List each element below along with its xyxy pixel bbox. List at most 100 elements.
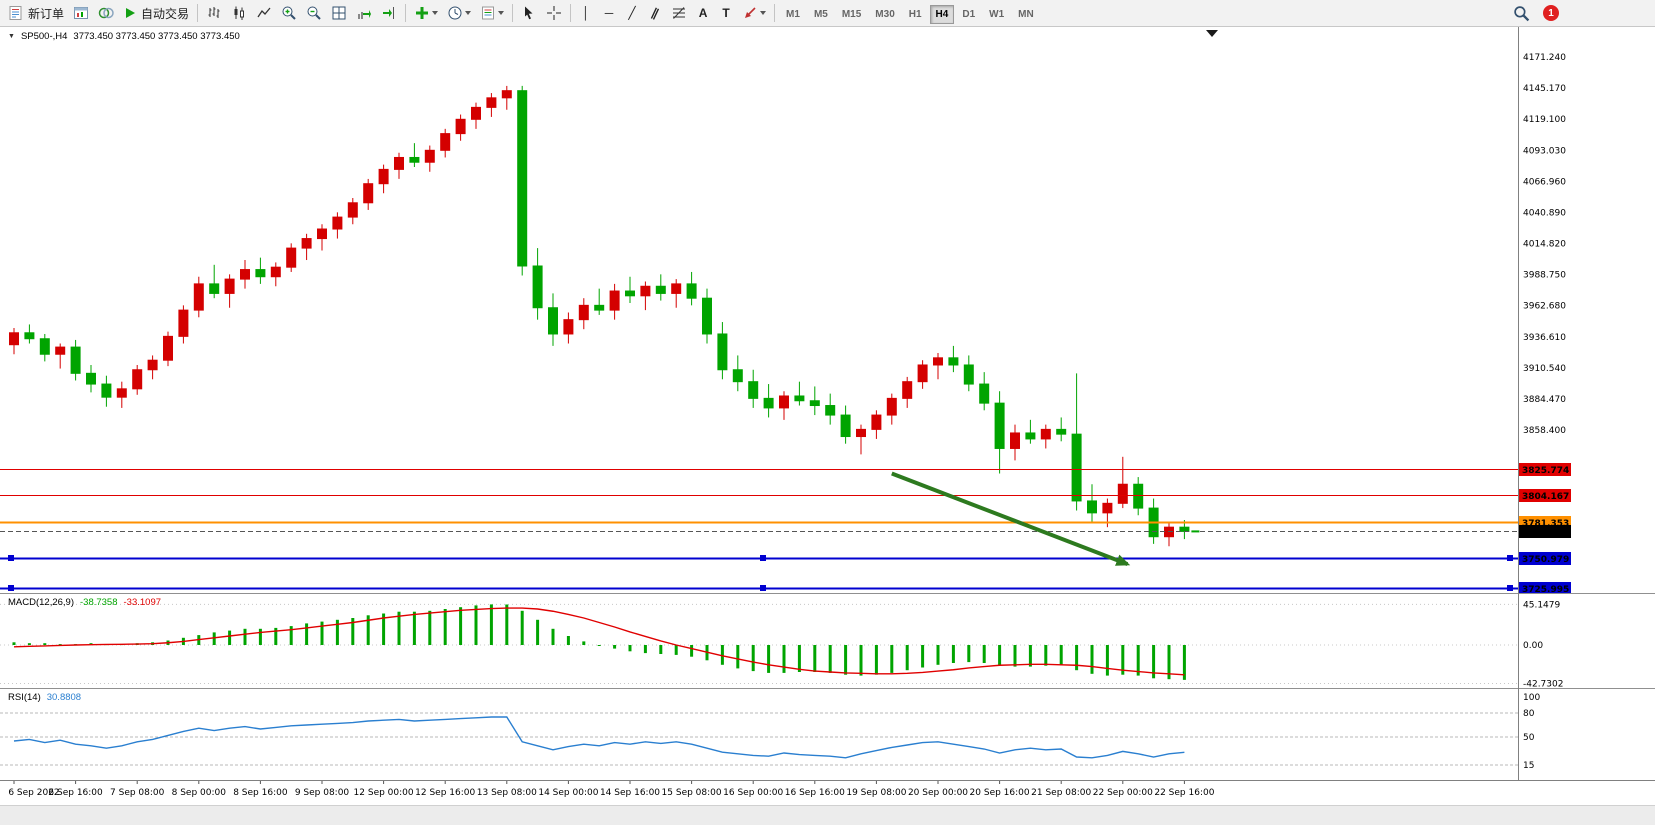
svg-text:3988.750: 3988.750 <box>1523 271 1566 281</box>
label-tool-button[interactable]: T <box>715 2 737 24</box>
svg-text:3781.353: 3781.353 <box>1522 519 1569 529</box>
timeframe-mn-button[interactable]: MN <box>1018 9 1034 20</box>
text-tool-icon: A <box>698 6 708 20</box>
cursor-button[interactable] <box>517 2 541 24</box>
macd-indicator-header: MACD(12,26,9) -38.7358 -33.1097 <box>8 597 161 608</box>
periods-clock-icon <box>448 6 462 20</box>
toolbar-separator <box>197 4 199 22</box>
cursor-icon <box>525 6 533 20</box>
svg-text:16 Sep 00:00: 16 Sep 00:00 <box>723 788 783 798</box>
main-price-chart[interactable]: 4171.240 4145.170 4119.100 4093.030 4066.960… <box>0 27 1655 593</box>
svg-text:45.1479: 45.1479 <box>1523 600 1560 610</box>
arrows-tool-button[interactable] <box>738 2 770 24</box>
svg-text:3858.400: 3858.400 <box>1523 426 1566 436</box>
svg-text:3936.610: 3936.610 <box>1523 333 1566 343</box>
tile-windows-icon <box>332 6 346 20</box>
indicators-button[interactable] <box>410 2 442 24</box>
toolbar-separator <box>774 4 776 22</box>
bar-chart-icon <box>208 7 220 18</box>
svg-text:6 Sep 16:00: 6 Sep 16:00 <box>48 788 103 798</box>
chart-ohlc-values: 3773.450 3773.450 3773.450 3773.450 <box>73 31 240 42</box>
templates-button[interactable] <box>476 2 508 24</box>
zoom-in-icon <box>282 6 296 20</box>
dropdown-caret <box>432 11 439 15</box>
label-tool-icon: T <box>722 6 730 20</box>
svg-text:14 Sep 00:00: 14 Sep 00:00 <box>538 788 598 798</box>
timeframe-m15-button[interactable]: M15 <box>841 9 862 20</box>
svg-text:9 Sep 08:00: 9 Sep 08:00 <box>295 788 350 798</box>
dropdown-caret <box>760 11 767 15</box>
svg-text:80: 80 <box>1523 709 1535 719</box>
new-order-icon <box>9 6 22 20</box>
svg-text:3910.540: 3910.540 <box>1523 364 1566 374</box>
chart-shift-button[interactable] <box>377 2 401 24</box>
svg-text:3804.167: 3804.167 <box>1522 492 1569 502</box>
equidistant-channel-button[interactable]: ∥ <box>644 2 666 24</box>
svg-text:4066.960: 4066.960 <box>1523 177 1566 187</box>
svg-text:16 Sep 16:00: 16 Sep 16:00 <box>785 788 845 798</box>
dropdown-caret <box>465 11 472 15</box>
auto-scroll-icon <box>358 10 372 19</box>
timeframe-m30-button[interactable]: M30 <box>875 9 895 20</box>
bar-chart-button[interactable] <box>202 2 226 24</box>
rsi-indicator-header: RSI(14) 30.8808 <box>8 692 81 703</box>
horizontal-line-icon: ─ <box>604 6 614 20</box>
fibonacci-button[interactable] <box>667 2 691 24</box>
svg-text:8 Sep 16:00: 8 Sep 16:00 <box>233 788 288 798</box>
timeframe-m1-button[interactable]: M1 <box>786 9 800 20</box>
crosshair-button[interactable] <box>542 2 566 24</box>
svg-text:20 Sep 16:00: 20 Sep 16:00 <box>970 788 1030 798</box>
svg-text:8 Sep 00:00: 8 Sep 00:00 <box>172 788 227 798</box>
svg-text:0.00: 0.00 <box>1523 641 1543 651</box>
new-order-button[interactable]: 新订单 <box>4 2 68 24</box>
svg-text:50: 50 <box>1523 733 1535 743</box>
zoom-in-button[interactable] <box>277 2 301 24</box>
svg-text:4040.890: 4040.890 <box>1523 208 1566 218</box>
svg-text:4014.820: 4014.820 <box>1523 240 1566 250</box>
fibonacci-icon <box>673 7 686 19</box>
macd-main-value: -38.7358 <box>80 597 118 608</box>
candlestick-chart-button[interactable] <box>227 2 251 24</box>
text-tool-button[interactable]: A <box>692 2 714 24</box>
timeframe-d1-button[interactable]: D1 <box>962 9 976 20</box>
rsi-value: 30.8808 <box>46 692 82 703</box>
indicators-plus-icon <box>416 7 429 19</box>
autotrading-button[interactable]: 自动交易 <box>119 2 193 24</box>
toolbar-separator <box>512 4 514 22</box>
line-chart-icon <box>257 7 271 18</box>
profiles-button[interactable] <box>94 2 118 24</box>
svg-text:3825.774: 3825.774 <box>1522 466 1569 476</box>
periods-button[interactable] <box>443 2 475 24</box>
macd-signal-value: -33.1097 <box>123 597 162 608</box>
svg-text:100: 100 <box>1523 693 1540 703</box>
search-button[interactable] <box>1509 2 1534 24</box>
timeframe-group: M1 M5 M15 M30 H1 H4 D1 W1 MN <box>779 4 1041 24</box>
svg-text:6 Sep 2022: 6 Sep 2022 <box>8 788 59 798</box>
chart-symbol-label: SP500-,H4 <box>20 31 68 42</box>
timeframe-h1-button[interactable]: H1 <box>908 9 922 20</box>
profiles-icon <box>98 7 114 19</box>
timeframe-w1-button[interactable]: W1 <box>989 9 1005 20</box>
arrows-tool-icon <box>745 7 756 18</box>
rsi-panel[interactable]: 100 80 50 15 <box>0 688 1655 780</box>
timeframe-m5-button[interactable]: M5 <box>813 9 828 20</box>
zoom-out-button[interactable] <box>302 2 326 24</box>
vertical-line-button[interactable]: │ <box>575 2 597 24</box>
svg-text:15: 15 <box>1523 761 1534 771</box>
chart-shift-icon <box>383 7 395 19</box>
chart-title-bar: ▼ SP500-,H4 3773.450 3773.450 3773.450 3… <box>8 31 240 42</box>
horizontal-line-button[interactable]: ─ <box>598 2 620 24</box>
notification-badge[interactable]: 1 <box>1543 5 1559 21</box>
trendline-button[interactable]: ╱ <box>621 2 643 24</box>
timeframe-h4-button[interactable]: H4 <box>929 5 955 24</box>
macd-panel[interactable]: 45.1479 0.00 -42.7302 <box>0 593 1655 688</box>
line-chart-button[interactable] <box>252 2 276 24</box>
auto-scroll-button[interactable] <box>352 2 376 24</box>
chart-expand-icon[interactable]: ▼ <box>8 33 15 40</box>
new-chart-icon <box>74 7 89 19</box>
autotrading-play-icon <box>126 8 136 18</box>
new-chart-button[interactable] <box>69 2 93 24</box>
tile-windows-button[interactable] <box>327 2 351 24</box>
